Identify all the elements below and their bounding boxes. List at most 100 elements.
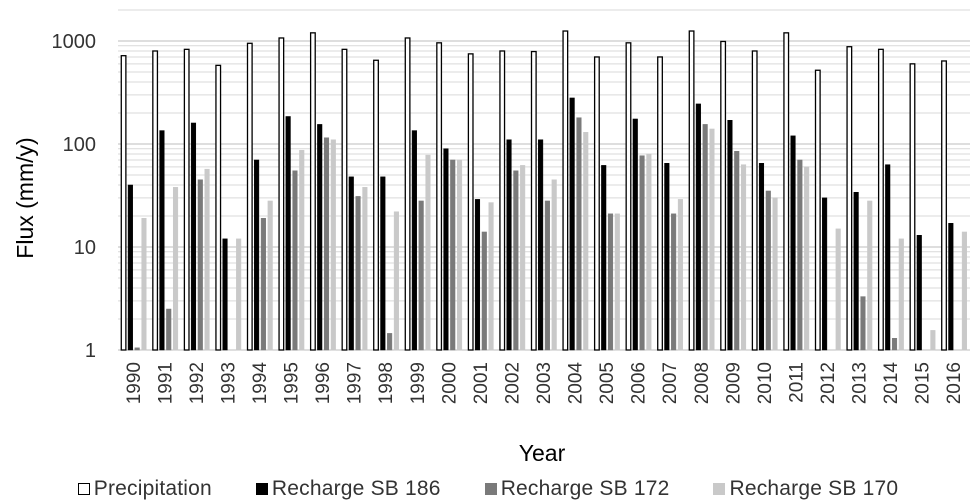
bar-recharge-sb-186-2014 bbox=[885, 164, 891, 351]
bar-recharge-sb-170-2012 bbox=[835, 228, 841, 351]
bar-recharge-sb-186-1990 bbox=[127, 184, 133, 351]
bar-recharge-sb-170-1993 bbox=[236, 238, 242, 351]
bar-recharge-sb-170-2000 bbox=[456, 159, 463, 351]
bar-recharge-sb-172-1995 bbox=[292, 170, 298, 351]
x-tick-label: 2001 bbox=[471, 362, 492, 404]
bar-precipitation-2002 bbox=[499, 50, 506, 351]
bar-precipitation-2007 bbox=[657, 56, 663, 351]
bar-recharge-sb-170-2007 bbox=[677, 199, 683, 351]
x-tick-label: 2010 bbox=[755, 362, 776, 404]
gridlines bbox=[118, 9, 970, 351]
bar-recharge-sb-172-2011 bbox=[797, 159, 803, 351]
bar-precipitation-2001 bbox=[467, 53, 474, 351]
bar-recharge-sb-186-1998 bbox=[380, 176, 386, 351]
legend-label: Recharge SB 172 bbox=[500, 477, 670, 500]
bar-precipitation-2004 bbox=[562, 30, 569, 351]
bar-recharge-sb-186-2008 bbox=[695, 103, 701, 351]
bar-recharge-sb-186-2013 bbox=[853, 192, 859, 351]
bar-recharge-sb-172-2008 bbox=[702, 124, 708, 351]
x-tick-label: 2000 bbox=[439, 362, 460, 404]
y-tick-label: 1 bbox=[85, 340, 96, 362]
bar-recharge-sb-172-2014 bbox=[891, 338, 898, 351]
x-tick-label: 2004 bbox=[566, 362, 587, 405]
bar-recharge-sb-170-1991 bbox=[172, 187, 179, 351]
legend-item: Recharge SB 170 bbox=[713, 477, 898, 501]
bar-recharge-sb-186-1993 bbox=[222, 238, 228, 351]
bar-recharge-sb-170-2005 bbox=[614, 213, 620, 351]
legend-item: Recharge SB 186 bbox=[255, 477, 441, 501]
x-tick-label: 1991 bbox=[155, 362, 176, 404]
y-tick-label: 10 bbox=[74, 237, 96, 259]
x-tick-label: 2003 bbox=[534, 362, 555, 404]
bar-precipitation-1995 bbox=[278, 37, 285, 351]
bar-precipitation-2011 bbox=[783, 32, 790, 351]
legend-item: Recharge SB 172 bbox=[484, 477, 670, 501]
bars bbox=[120, 30, 967, 351]
bar-precipitation-1991 bbox=[152, 50, 159, 351]
legend-label: Recharge SB 186 bbox=[271, 477, 441, 500]
bar-recharge-sb-172-2000 bbox=[450, 159, 456, 351]
bar-recharge-sb-170-2002 bbox=[520, 165, 526, 351]
bar-recharge-sb-172-2002 bbox=[513, 170, 519, 351]
bar-recharge-sb-172-1999 bbox=[418, 200, 424, 351]
bar-recharge-sb-172-1998 bbox=[387, 333, 393, 351]
bar-recharge-sb-172-2009 bbox=[734, 151, 740, 351]
bar-recharge-sb-186-2012 bbox=[822, 197, 828, 351]
x-tick-label: 2011 bbox=[786, 362, 807, 403]
bar-recharge-sb-170-1999 bbox=[425, 154, 431, 351]
bar-recharge-sb-186-2003 bbox=[538, 139, 544, 351]
legend-swatch bbox=[713, 483, 726, 495]
bar-precipitation-2003 bbox=[530, 50, 537, 351]
bar-recharge-sb-186-2001 bbox=[474, 199, 481, 351]
x-tick-label: 1990 bbox=[124, 362, 145, 404]
bar-recharge-sb-170-2003 bbox=[551, 179, 557, 351]
x-tick-label: 1999 bbox=[408, 362, 429, 404]
bar-precipitation-1992 bbox=[183, 48, 190, 351]
bar-recharge-sb-172-1992 bbox=[197, 179, 203, 351]
bar-recharge-sb-170-1995 bbox=[299, 149, 305, 351]
bar-recharge-sb-172-1990 bbox=[134, 347, 140, 351]
bar-precipitation-2016 bbox=[941, 60, 947, 351]
y-tick-label: 100 bbox=[63, 134, 96, 156]
x-tick-label: 1993 bbox=[218, 362, 239, 404]
bar-recharge-sb-170-2010 bbox=[772, 197, 778, 351]
x-tick-label: 2009 bbox=[723, 362, 744, 404]
legend-swatch bbox=[255, 483, 268, 495]
bar-recharge-sb-172-2003 bbox=[544, 200, 550, 351]
bar-precipitation-2006 bbox=[625, 42, 632, 351]
x-tick-label: 1992 bbox=[187, 362, 208, 404]
bar-precipitation-1996 bbox=[309, 32, 316, 351]
y-tick-labels: 1 10 100 1000 bbox=[52, 31, 97, 362]
bar-precipitation-2012 bbox=[814, 69, 821, 351]
x-tick-label: 2007 bbox=[660, 362, 681, 404]
x-tick-label: 2008 bbox=[692, 362, 713, 404]
bar-recharge-sb-170-2008 bbox=[709, 128, 715, 351]
bar-recharge-sb-172-2004 bbox=[576, 117, 582, 351]
bar-precipitation-1993 bbox=[215, 64, 222, 351]
bar-precipitation-2015 bbox=[909, 63, 916, 351]
bar-recharge-sb-170-2004 bbox=[583, 132, 589, 351]
bar-recharge-sb-186-2004 bbox=[569, 97, 575, 351]
bar-recharge-sb-172-2013 bbox=[860, 296, 866, 351]
bar-recharge-sb-186-2010 bbox=[758, 163, 765, 351]
bar-recharge-sb-186-2015 bbox=[916, 235, 922, 351]
bar-recharge-sb-170-1997 bbox=[362, 187, 368, 351]
bar-recharge-sb-186-1991 bbox=[159, 130, 165, 351]
bar-precipitation-2005 bbox=[593, 56, 600, 351]
legend-item: Precipitation bbox=[77, 477, 212, 501]
bar-recharge-sb-170-2001 bbox=[488, 202, 494, 351]
bar-recharge-sb-186-1995 bbox=[285, 116, 291, 351]
bar-recharge-sb-170-1994 bbox=[267, 200, 273, 351]
x-tick-label: 2014 bbox=[881, 362, 902, 405]
bar-recharge-sb-172-1997 bbox=[355, 196, 361, 351]
bar-precipitation-1994 bbox=[246, 42, 253, 351]
bar-recharge-sb-186-1997 bbox=[348, 176, 354, 351]
bar-recharge-sb-170-2006 bbox=[646, 153, 652, 351]
bar-precipitation-2000 bbox=[436, 42, 443, 351]
bar-recharge-sb-186-2011 bbox=[790, 135, 796, 351]
bar-recharge-sb-172-1996 bbox=[323, 137, 330, 351]
bar-recharge-sb-186-1994 bbox=[254, 159, 260, 351]
x-tick-label: 1998 bbox=[376, 362, 397, 404]
legend-label: Precipitation bbox=[93, 477, 212, 500]
